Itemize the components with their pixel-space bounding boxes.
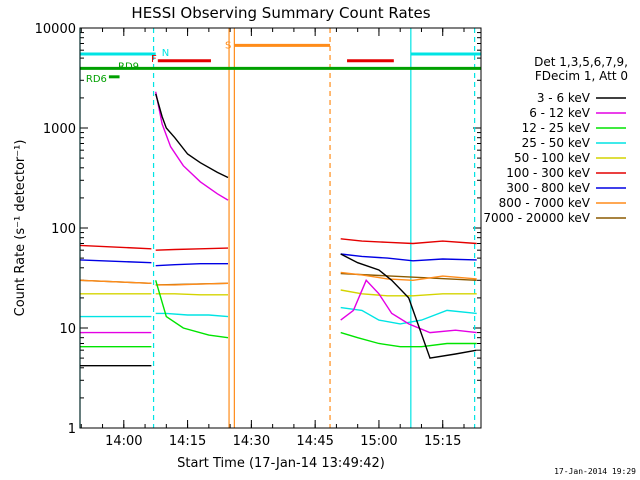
series-line [155,312,229,318]
series-line [155,293,228,296]
plot-area: 1 10 100 1000 10000 14:00 14:15 14:30 14:45 15:00… [35,22,481,449]
x-tick-label: 15:00 [360,434,397,449]
y-tick-label: 10 [59,322,76,337]
x-tick-label: 14:15 [169,434,206,449]
chart-title: HESSI Observing Summary Count Rates [131,4,430,22]
y-tick-label: 1000 [43,122,76,137]
series-line [340,253,477,262]
flag-label-rd6: RD6 [86,74,107,85]
legend-label: 6 - 12 keV [529,106,591,120]
y-axis-label: Count Rate (s⁻¹ detector⁻¹) [13,140,28,317]
x-tick-label: 14:00 [105,434,142,449]
x-tick-label: 14:30 [233,434,270,449]
timestamp: 17-Jan-2014 19:29 [554,467,636,476]
series-line [79,244,152,250]
legend-label: 100 - 300 keV [506,166,590,180]
y-tick-label: 1 [68,422,76,437]
series-line [155,247,229,251]
legend-label: 50 - 100 keV [514,151,591,165]
x-tick-label: 14:45 [296,434,333,449]
series-line [79,259,152,264]
series-line [340,271,477,282]
x-axis-label: Start Time (17-Jan-14 13:49:42) [177,456,385,471]
legend-label: 800 - 7000 keV [499,196,591,210]
x-tick-label: 15:15 [424,434,461,449]
series-line [340,238,477,245]
series-line [79,279,152,284]
series-line [155,93,229,179]
series-line [340,279,477,334]
series-line [155,280,229,339]
series-line [155,263,228,267]
series-line [340,253,477,359]
legend-label: 300 - 800 keV [506,181,590,195]
flag-label-rd9: RD9 [118,61,139,72]
flag-label-f: F [151,54,157,65]
series-line [340,306,477,325]
series-line [155,91,229,201]
legend-label: 7000 - 20000 keV [483,211,590,225]
legend-header-line2: FDecim 1, Att 0 [535,69,628,83]
y-tick-label: 10000 [35,22,76,37]
series-line [340,289,477,297]
series-line [340,331,477,348]
legend-header-line1: Det 1,3,5,6,7,9, [534,55,628,69]
legend-label: 25 - 50 keV [522,136,591,150]
plot-frame [79,27,482,429]
legend-label: 12 - 25 keV [522,121,591,135]
series-line [155,282,229,286]
flag-label-n: N [162,48,169,59]
legend-label: 3 - 6 keV [537,91,591,105]
flag-label-s: S [225,40,231,51]
y-tick-label: 100 [51,222,76,237]
legend: Det 1,3,5,6,7,9, FDecim 1, Att 0 3 - 6 k… [483,55,628,225]
